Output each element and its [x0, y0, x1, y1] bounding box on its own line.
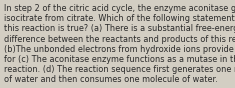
Text: this reaction is true? (a) There is a substantial free-energy: this reaction is true? (a) There is a su…	[4, 24, 235, 33]
Text: difference between the reactants and products of this reaction.: difference between the reactants and pro…	[4, 35, 235, 44]
Text: of water and then consumes one molecule of water.: of water and then consumes one molecule …	[4, 75, 218, 84]
Text: (b)The unbonded electrons from hydroxide ions provide energy: (b)The unbonded electrons from hydroxide…	[4, 45, 235, 54]
Text: isocitrate from citrate. Which of the following statements about: isocitrate from citrate. Which of the fo…	[4, 14, 235, 23]
Text: reaction. (d) The reaction sequence first generates one molecule: reaction. (d) The reaction sequence firs…	[4, 65, 235, 74]
Text: for (c) The aconitase enzyme functions as a mutase in this: for (c) The aconitase enzyme functions a…	[4, 55, 235, 64]
Text: In step 2 of the citric acid cycle, the enzyme aconitase generates: In step 2 of the citric acid cycle, the …	[4, 4, 235, 13]
